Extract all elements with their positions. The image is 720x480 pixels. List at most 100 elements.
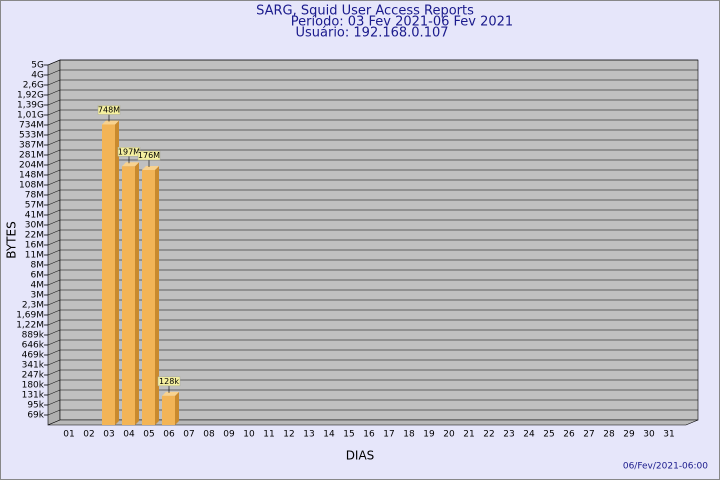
y-tick-label: 57M — [25, 201, 44, 211]
grid-line — [47, 409, 61, 416]
x-tick-label: 08 — [203, 430, 215, 440]
grid-line — [47, 209, 61, 216]
x-tick-label: 03 — [103, 430, 114, 440]
value-label: 748M — [98, 105, 120, 114]
x-tick-label: 30 — [643, 430, 655, 440]
grid-line — [47, 359, 61, 366]
x-tick-label: 20 — [443, 430, 455, 440]
label-box — [97, 105, 121, 115]
x-tick-label: 21 — [463, 430, 474, 440]
x-tick-label: 22 — [483, 430, 494, 440]
x-tick-label: 02 — [83, 430, 94, 440]
grid-line — [47, 139, 61, 146]
x-tick-label: 15 — [343, 430, 354, 440]
bar-top — [162, 391, 179, 396]
x-tick-label: 23 — [503, 430, 514, 440]
grid-line — [47, 159, 61, 166]
bar-top — [102, 120, 119, 125]
grid-line — [47, 69, 61, 76]
x-tick-label: 29 — [623, 430, 635, 440]
x-tick-label: 28 — [603, 430, 615, 440]
grid-line — [47, 389, 61, 396]
chart-title: SARG, Squid User Access Reports — [256, 4, 474, 19]
y-tick-label: 11M — [25, 251, 44, 261]
x-tick-label: 01 — [63, 430, 74, 440]
grid-line — [47, 319, 61, 326]
x-tick-label: 25 — [543, 430, 554, 440]
bar-side — [135, 162, 139, 425]
value-label: 128k — [159, 377, 179, 386]
grid-line — [47, 259, 61, 266]
grid-line — [47, 129, 61, 136]
y-tick-label: 2,6G — [23, 81, 44, 91]
y-tick-label: 2,3M — [22, 301, 44, 311]
grid-line — [47, 309, 61, 316]
bar — [102, 124, 115, 426]
bar-top — [142, 166, 159, 170]
bar — [122, 166, 135, 425]
grid-line — [47, 339, 61, 346]
grid-line — [47, 269, 61, 276]
y-tick-label: 469k — [22, 351, 45, 361]
y-tick-label: 4G — [31, 71, 44, 81]
x-tick-label: 18 — [403, 430, 415, 440]
y-tick-label: 281M — [19, 151, 44, 161]
grid-line — [47, 199, 61, 206]
y-tick-label: 247k — [22, 371, 45, 381]
x-tick-label: 05 — [143, 430, 154, 440]
grid-line — [47, 369, 61, 376]
y-tick-label: 1,22M — [16, 321, 44, 331]
bar-side — [155, 166, 159, 425]
grid-line — [47, 239, 61, 246]
y-tick-label: 1,92G — [17, 91, 44, 101]
user: Usuário: 192.168.0.107 — [295, 26, 448, 41]
y-tick-label: 204M — [19, 161, 44, 171]
grid-line — [47, 399, 61, 406]
y-tick-label: 646k — [22, 341, 45, 351]
y-tick-label: 180k — [22, 381, 45, 391]
y-tick-label: 734M — [19, 121, 44, 131]
y-tick-label: 148M — [19, 171, 44, 181]
x-tick-label: 07 — [183, 430, 194, 440]
grid-line — [47, 189, 61, 196]
grid-line — [47, 379, 61, 386]
grid-line — [47, 349, 61, 356]
grid-line — [47, 119, 61, 126]
y-tick-label: 8M — [31, 261, 45, 271]
y-tick-label: 16M — [25, 241, 44, 251]
footer: 06/Fev/2021-06:00 — [623, 462, 708, 472]
grid-line — [47, 249, 61, 256]
grid-line — [47, 99, 61, 106]
grid-line — [47, 79, 61, 86]
x-tick-label: 04 — [123, 430, 135, 440]
grid-line — [47, 149, 61, 156]
y-axis-label: BYTES — [5, 221, 19, 258]
grid-line — [47, 279, 61, 286]
y-tick-label: 3M — [31, 291, 45, 301]
x-axis-label: DIAS — [346, 449, 375, 463]
y-tick-label: 1,69M — [16, 311, 44, 321]
x-tick-label: 17 — [383, 430, 394, 440]
y-tick-label: 5G — [31, 61, 44, 71]
y-tick-label: 131k — [22, 391, 45, 401]
y-tick-label: 22M — [25, 231, 44, 241]
x-tick-label: 24 — [523, 430, 535, 440]
grid-line — [47, 179, 61, 186]
x-tick-label: 16 — [363, 430, 375, 440]
grid-line — [47, 289, 61, 296]
y-tick-label: 69k — [27, 411, 44, 421]
y-tick-label: 95k — [27, 401, 44, 411]
x-tick-label: 11 — [263, 430, 274, 440]
y-tick-label: 4M — [31, 281, 45, 291]
y-tick-label: 889k — [22, 331, 45, 341]
y-tick-label: 387M — [19, 141, 44, 151]
grid-line — [47, 89, 61, 96]
grid-line — [47, 169, 61, 176]
x-tick-label: 27 — [583, 430, 594, 440]
y-tick-label: 1,39G — [17, 101, 44, 111]
y-tick-label: 341k — [22, 361, 45, 371]
x-tick-label: 06 — [163, 430, 175, 440]
x-tick-label: 10 — [243, 430, 255, 440]
y-tick-label: 533M — [19, 131, 44, 141]
